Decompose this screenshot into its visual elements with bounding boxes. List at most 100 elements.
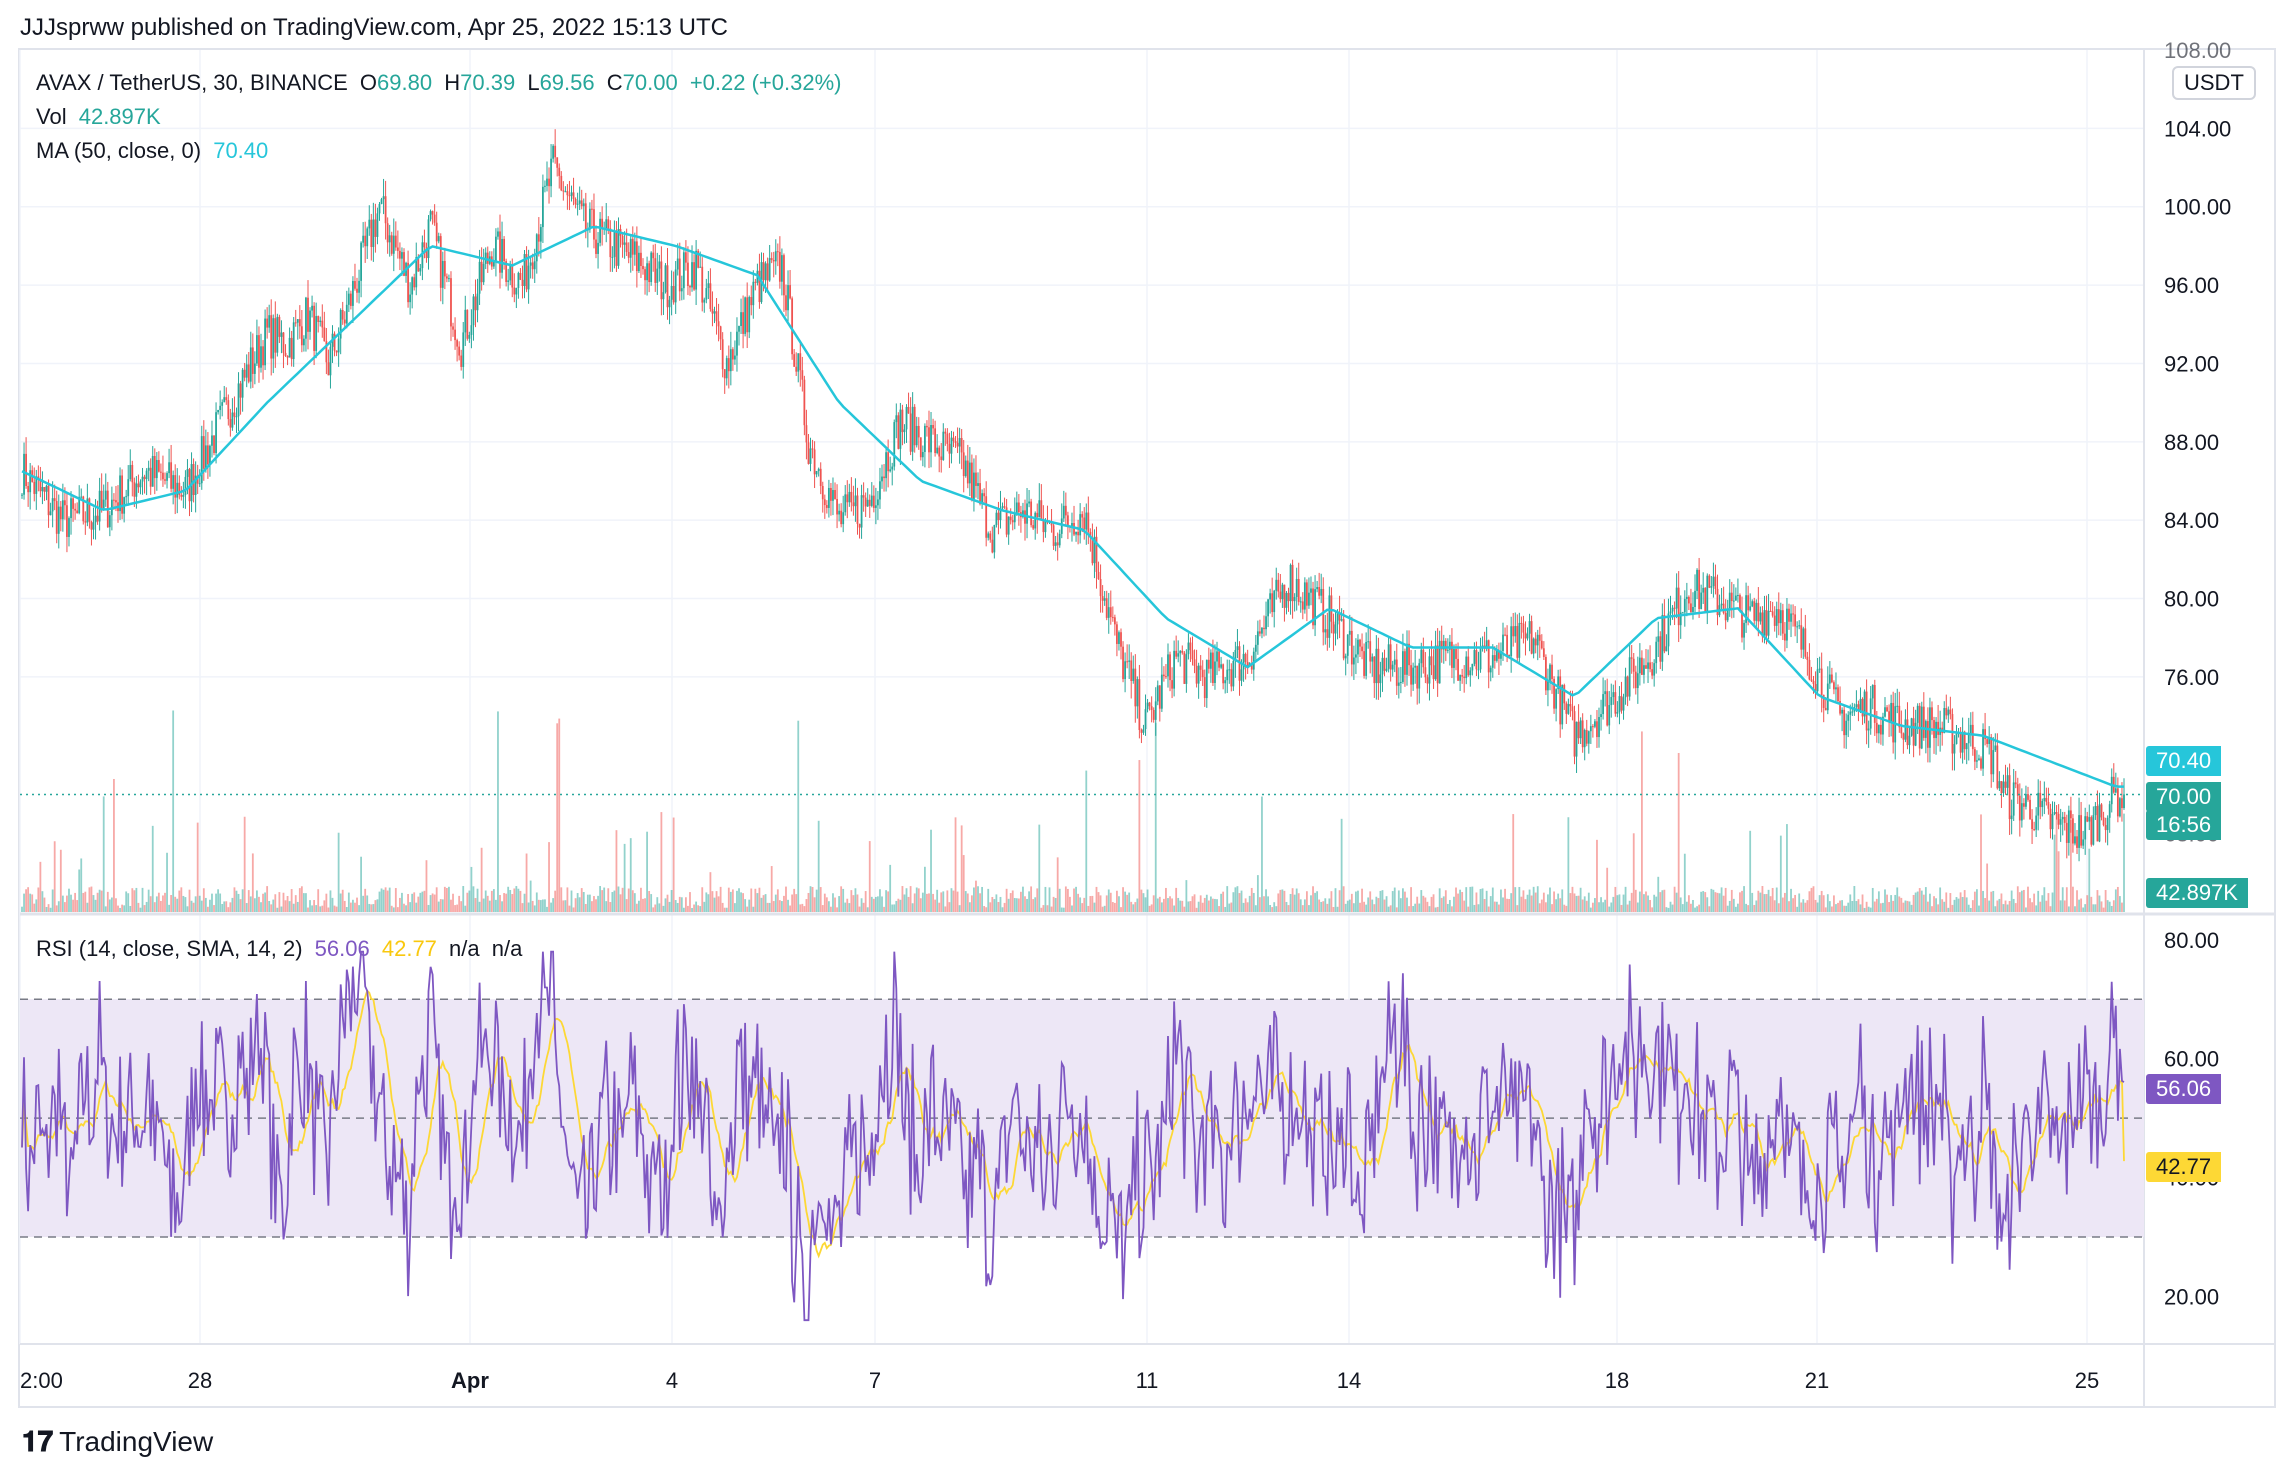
volume-bar (1955, 897, 1958, 912)
volume-bar (1116, 890, 1118, 912)
volume-bar (1931, 906, 1933, 912)
volume-bar (650, 894, 653, 912)
candle-body (1508, 654, 1511, 657)
candle-body (684, 252, 687, 263)
candle-body (1056, 542, 1059, 546)
volume-bar (1982, 890, 1984, 912)
candle-body (390, 235, 393, 254)
candle-body (1277, 579, 1280, 592)
candle-body (1271, 593, 1274, 613)
candle-body (1120, 632, 1122, 647)
candle-body (272, 318, 275, 359)
candle-body (503, 238, 505, 262)
volume-bar (546, 906, 548, 912)
candle-body (61, 500, 64, 520)
volume-bar (1714, 892, 1717, 912)
candle-body (1457, 658, 1459, 681)
volume-bar (1839, 900, 1841, 912)
volume-bar (2059, 900, 2062, 912)
candle-body (1757, 602, 1760, 622)
candle-body (425, 247, 428, 259)
volume-bar (1017, 898, 1020, 912)
candle-body (194, 475, 197, 495)
candle-body (186, 469, 189, 477)
candle-body (1187, 642, 1190, 655)
candle-body (652, 252, 655, 259)
candle-body (1665, 646, 1668, 652)
candle-body (160, 471, 162, 473)
candle-body (433, 214, 436, 223)
volume-bar (744, 899, 747, 912)
currency-button[interactable]: USDT (2172, 66, 2256, 100)
candle-body (362, 235, 365, 243)
candle-body (1765, 610, 1768, 636)
volume-bar (1158, 896, 1161, 912)
volume-bar (362, 895, 365, 912)
volume-bar (1845, 905, 1848, 912)
candle-body (742, 312, 744, 334)
volume-bar (1291, 888, 1294, 912)
volume-bar (368, 903, 371, 912)
candle-body (392, 235, 395, 254)
volume-bar (1471, 886, 1474, 912)
candle-body (1348, 630, 1351, 635)
volume-bar (1804, 902, 1807, 912)
volume-bar (366, 895, 369, 912)
candle-body (1841, 709, 1843, 714)
volume-bar (327, 907, 330, 912)
candle-body (1669, 611, 1672, 614)
volume-bar (791, 894, 794, 912)
volume-bar (2080, 898, 2083, 912)
volume-bar (2049, 906, 2052, 912)
candle-body (1467, 656, 1470, 676)
volume-bar (731, 889, 734, 912)
volume-bar (1784, 892, 1786, 912)
volume-bar (394, 888, 397, 912)
candle-body (1810, 679, 1813, 681)
candle-body (1542, 648, 1545, 657)
candle-body (41, 487, 44, 492)
volume-bar (1837, 902, 1839, 912)
volume-bar (384, 887, 387, 912)
candle-body (176, 482, 179, 498)
volume-bar (439, 899, 442, 912)
candle-body (1636, 673, 1639, 689)
volume-bar (1136, 898, 1139, 912)
time-tick-label: 4 (666, 1368, 678, 1393)
volume-bar (1671, 904, 1674, 912)
candle-body (1193, 659, 1196, 666)
candle-body (1005, 507, 1008, 535)
volume-bar (176, 898, 179, 912)
volume-bar (1849, 894, 1852, 912)
volume-bar (842, 888, 845, 912)
volume-bar (1892, 900, 1895, 912)
volume-bar (578, 897, 581, 912)
volume-bar (1720, 887, 1723, 912)
volume-bar (1363, 901, 1365, 912)
volume-bar (253, 898, 256, 912)
volume-bar (635, 903, 638, 912)
candle-body (956, 442, 959, 447)
volume-bar (1851, 900, 1854, 912)
candle-body (292, 322, 295, 360)
volume-bar (1015, 898, 1018, 912)
volume-bar (1036, 888, 1039, 912)
candle-body (315, 316, 318, 351)
candle-body (388, 235, 391, 243)
candle-body (644, 269, 646, 281)
volume-bar (300, 886, 303, 912)
volume-bar (554, 890, 557, 912)
volume-bar (1830, 906, 1833, 912)
volume-bar (90, 886, 93, 912)
candle-body (1596, 721, 1598, 738)
tradingview-logo[interactable]: 𝟏𝟕 TradingView (22, 1426, 213, 1459)
candle-body (519, 272, 522, 280)
candle-body (1573, 711, 1576, 757)
candle-body (1745, 595, 1747, 623)
volume-bar (1626, 904, 1629, 912)
candle-body (1583, 730, 1586, 748)
volume-bar (456, 904, 459, 912)
candle-body (907, 406, 910, 414)
volume-bar (1138, 760, 1141, 912)
